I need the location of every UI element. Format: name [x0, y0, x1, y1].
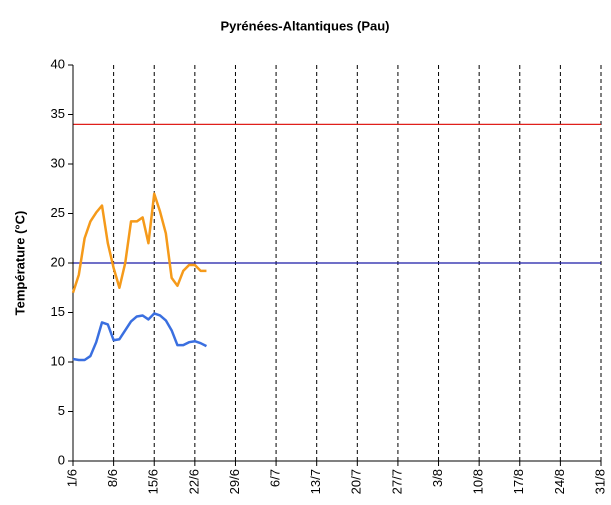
- y-tick-label: 25: [51, 205, 65, 220]
- y-tick-label: 30: [51, 155, 65, 170]
- y-tick-label: 5: [58, 403, 65, 418]
- x-tick-label: 20/7: [349, 469, 364, 494]
- x-tick-label: 3/8: [430, 469, 445, 487]
- data-line: [71, 192, 207, 294]
- y-tick-label: 0: [58, 452, 65, 467]
- x-tick-label: 22/6: [186, 469, 201, 494]
- x-tick-label: 27/7: [389, 469, 404, 494]
- x-tick-label: 15/6: [146, 469, 161, 494]
- y-tick-label: 15: [51, 304, 65, 319]
- x-tick-label: 29/6: [227, 469, 242, 494]
- y-axis-label: Température (°C): [12, 211, 27, 316]
- y-tick-label: 20: [51, 254, 65, 269]
- data-line: [72, 312, 208, 362]
- y-tick-label: 35: [51, 106, 65, 121]
- x-tick-label: 31/8: [592, 469, 607, 494]
- y-tick-label: 40: [51, 56, 65, 71]
- x-tick-label: 10/8: [471, 469, 486, 494]
- x-tick-label: 17/8: [511, 469, 526, 494]
- x-tick-label: 6/7: [268, 469, 283, 487]
- chart-title: Pyrénées-Altantiques (Pau): [220, 18, 389, 33]
- x-tick-label: 13/7: [308, 469, 323, 494]
- y-tick-label: 10: [51, 353, 65, 368]
- x-tick-label: 8/6: [105, 469, 120, 487]
- x-tick-label: 24/8: [552, 469, 567, 494]
- x-tick-label: 1/6: [64, 469, 79, 487]
